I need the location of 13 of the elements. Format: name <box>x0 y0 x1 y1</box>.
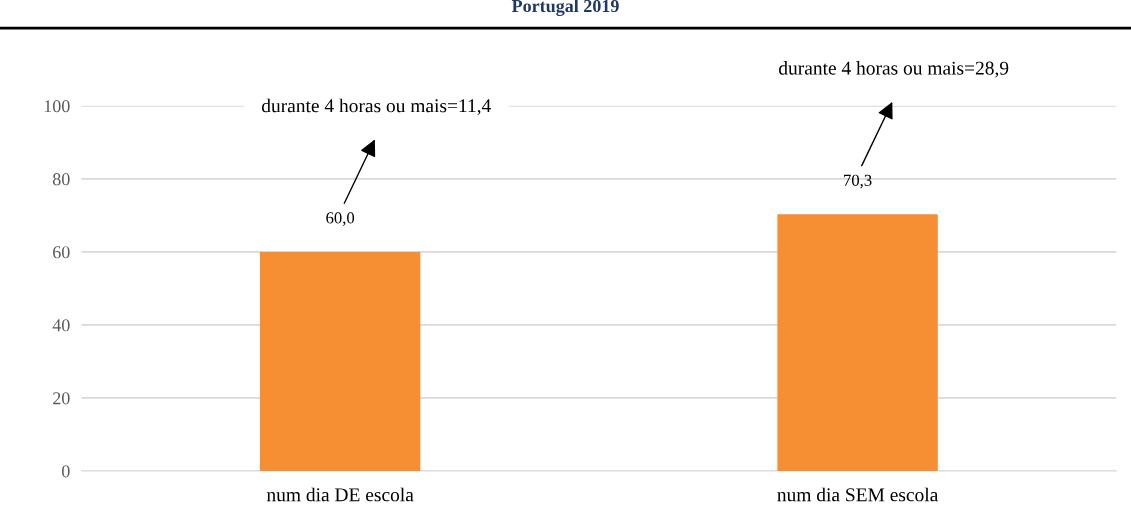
y-tick-label: 0 <box>61 465 70 478</box>
y-tick-label: 40 <box>52 319 70 332</box>
text: durante 4 horas ou mais=28,9 <box>779 61 1009 78</box>
y-tick-label: 20 <box>53 392 70 405</box>
data-label: 70,3 <box>844 174 872 189</box>
x-tick-label: num dia SEM escola <box>777 487 939 502</box>
y-tick-label: 80 <box>52 173 70 186</box>
y-tick-label: 100 <box>44 100 70 113</box>
y-tick-label: 60 <box>53 246 70 259</box>
data-label: 60,0 <box>326 212 355 226</box>
annotation: durante 4 horas ou mais=11,4 <box>261 98 491 116</box>
x-tick-label: num dia DE escola <box>266 487 414 502</box>
chart-title: Portugal 2019 <box>511 0 619 16</box>
